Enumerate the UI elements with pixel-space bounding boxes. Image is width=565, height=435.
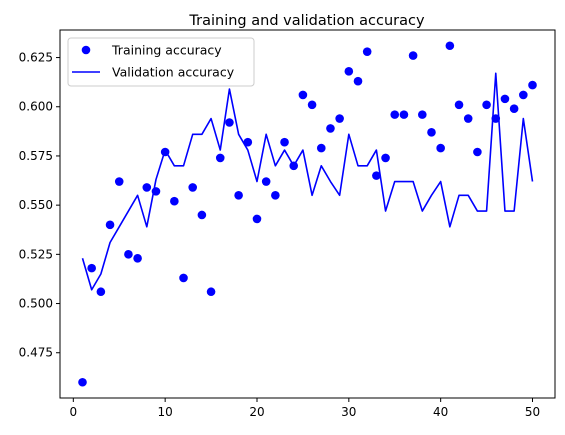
training-accuracy-point xyxy=(491,114,501,123)
chart-title: Training and validation accuracy xyxy=(188,13,425,29)
x-tick-label: 20 xyxy=(249,405,264,419)
x-tick-label: 0 xyxy=(69,405,77,419)
y-axis: 0.475 0.500 0.525 0.550 0.575 0.600 0.625 xyxy=(19,51,60,360)
training-accuracy-point xyxy=(160,147,170,157)
training-accuracy-point xyxy=(243,137,253,147)
y-tick-label: 0.600 xyxy=(19,100,53,114)
training-accuracy-point xyxy=(87,263,96,273)
training-accuracy-point xyxy=(326,124,335,133)
training-accuracy-point xyxy=(78,377,87,387)
training-accuracy-point xyxy=(482,100,491,110)
training-accuracy-point xyxy=(335,114,344,123)
training-accuracy-point xyxy=(418,110,427,119)
training-accuracy-point xyxy=(261,177,271,186)
training-accuracy-point xyxy=(427,128,436,137)
validation-accuracy-line xyxy=(81,72,534,291)
training-accuracy-point xyxy=(234,191,243,200)
training-accuracy-point xyxy=(225,118,234,127)
x-axis: 0 10 20 30 40 50 xyxy=(69,398,540,419)
training-accuracy-point xyxy=(445,41,455,51)
training-accuracy-point xyxy=(509,104,519,114)
y-tick-label: 0.500 xyxy=(19,297,53,311)
training-accuracy-point xyxy=(381,153,390,163)
training-accuracy-point xyxy=(298,90,308,100)
y-tick-label: 0.525 xyxy=(19,247,53,261)
legend-label-validation: Validation accuracy xyxy=(112,65,235,80)
legend: Training accuracy Validation accuracy xyxy=(67,37,255,87)
training-accuracy-point xyxy=(473,147,482,157)
training-accuracy-point xyxy=(436,143,445,153)
training-accuracy-point xyxy=(133,253,142,263)
y-tick-label: 0.625 xyxy=(19,51,53,65)
training-accuracy-point xyxy=(124,250,133,259)
training-accuracy-point xyxy=(372,171,381,180)
axes-frame xyxy=(59,29,556,399)
training-accuracy-point xyxy=(408,51,418,60)
x-tick-label: 30 xyxy=(341,405,356,419)
training-accuracy-point xyxy=(105,220,115,230)
training-accuracy-point xyxy=(316,143,326,153)
training-accuracy-point xyxy=(197,210,207,220)
training-accuracy-point xyxy=(179,273,188,283)
training-accuracy-point xyxy=(151,187,161,196)
training-accuracy-point xyxy=(454,100,464,110)
training-accuracy-point xyxy=(519,90,528,100)
y-tick-label: 0.475 xyxy=(19,346,53,360)
training-accuracy-point xyxy=(206,287,216,297)
y-tick-label: 0.550 xyxy=(19,198,53,212)
training-accuracy-point xyxy=(463,114,473,123)
plot-area xyxy=(78,41,537,387)
training-accuracy-point xyxy=(362,47,372,56)
training-accuracy-point xyxy=(528,80,537,90)
training-accuracy-point xyxy=(252,214,262,224)
training-accuracy-point xyxy=(344,67,354,76)
training-accuracy-point xyxy=(142,183,152,192)
training-accuracy-point xyxy=(170,196,179,206)
legend-label-training: Training accuracy xyxy=(111,43,222,58)
training-accuracy-point xyxy=(353,76,363,86)
y-tick-label: 0.575 xyxy=(19,149,53,163)
x-tick-label: 50 xyxy=(525,405,540,419)
training-accuracy-point xyxy=(271,191,280,200)
training-accuracy-point xyxy=(215,153,225,163)
training-accuracy-point xyxy=(188,183,197,192)
training-accuracy-point xyxy=(96,287,106,297)
legend-box xyxy=(67,37,255,87)
legend-marker-training xyxy=(81,45,91,55)
training-accuracy-point xyxy=(289,161,299,171)
training-accuracy-point xyxy=(399,110,409,119)
x-tick-label: 40 xyxy=(433,405,448,419)
training-accuracy-point xyxy=(114,177,124,186)
x-tick-label: 10 xyxy=(158,405,173,419)
training-accuracy-point xyxy=(390,110,400,119)
training-accuracy-point xyxy=(500,94,510,104)
training-accuracy-point xyxy=(280,137,289,147)
training-accuracy-point xyxy=(307,100,317,110)
